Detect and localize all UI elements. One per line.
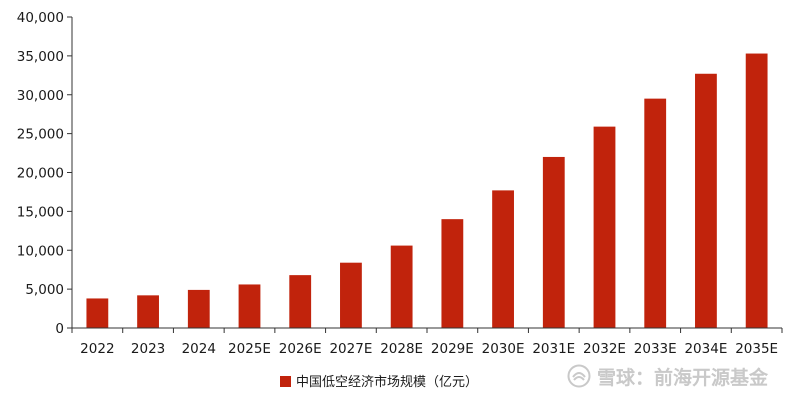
x-tick-label: 2026E bbox=[279, 341, 322, 357]
legend-swatch bbox=[280, 376, 291, 387]
bar-2023 bbox=[137, 295, 159, 328]
y-tick-label: 0 bbox=[55, 321, 64, 337]
x-tick-label: 2033E bbox=[634, 341, 677, 357]
bar-2032E bbox=[593, 126, 616, 328]
x-tick-label: 2031E bbox=[532, 341, 575, 357]
bar-2031E bbox=[542, 156, 565, 328]
y-tick-label: 10,000 bbox=[17, 243, 64, 259]
watermark-text: 雪球：前海开源基金 bbox=[596, 366, 768, 389]
y-tick-label: 30,000 bbox=[17, 88, 64, 104]
legend: 中国低空经济市场规模（亿元） bbox=[280, 374, 478, 390]
x-tick-label: 2028E bbox=[380, 341, 423, 357]
bar-2029E bbox=[441, 219, 464, 328]
x-tick-label: 2030E bbox=[482, 341, 525, 357]
bar-2028E bbox=[390, 245, 413, 328]
bar-2035E bbox=[745, 53, 768, 328]
x-tick-label: 2029E bbox=[431, 341, 474, 357]
bar-2034E bbox=[695, 73, 717, 328]
bar-2033E bbox=[644, 98, 667, 328]
bar-2025E bbox=[238, 284, 261, 328]
x-tick-label: 2025E bbox=[228, 341, 271, 357]
bar-2027E bbox=[340, 262, 362, 328]
y-tick-label: 25,000 bbox=[17, 127, 64, 143]
x-axis-ticks: 2022 2023 2024 2025E 2026E 2027E 2028E 2029E 203… bbox=[71, 328, 783, 357]
x-tick-label: 2035E bbox=[735, 341, 778, 357]
x-tick-label: 2034E bbox=[684, 341, 727, 357]
bar-2024 bbox=[187, 289, 210, 328]
legend-label: 中国低空经济市场规模（亿元） bbox=[296, 374, 478, 390]
y-tick-label: 20,000 bbox=[17, 166, 64, 182]
bar-2030E bbox=[492, 190, 514, 328]
watermark: 雪球：前海开源基金 bbox=[567, 362, 768, 390]
y-tick-label: 40,000 bbox=[17, 10, 64, 26]
x-tick-label: 2027E bbox=[329, 341, 372, 357]
y-tick-label: 15,000 bbox=[17, 204, 64, 220]
snowball-logo-icon bbox=[567, 364, 591, 388]
bar-2022 bbox=[86, 298, 109, 328]
x-tick-label: 2024 bbox=[182, 341, 216, 357]
x-tick-label: 2023 bbox=[131, 341, 165, 357]
y-tick-label: 5,000 bbox=[25, 282, 64, 298]
x-tick-label: 2022 bbox=[80, 341, 114, 357]
y-axis-ticks: 0 5,000 10,000 15,000 20,000 25,000 30,000 35,0… bbox=[17, 10, 72, 337]
bar-2026E bbox=[289, 275, 312, 328]
bars bbox=[86, 53, 768, 328]
x-tick-label: 2032E bbox=[583, 341, 626, 357]
y-tick-label: 35,000 bbox=[17, 49, 64, 65]
